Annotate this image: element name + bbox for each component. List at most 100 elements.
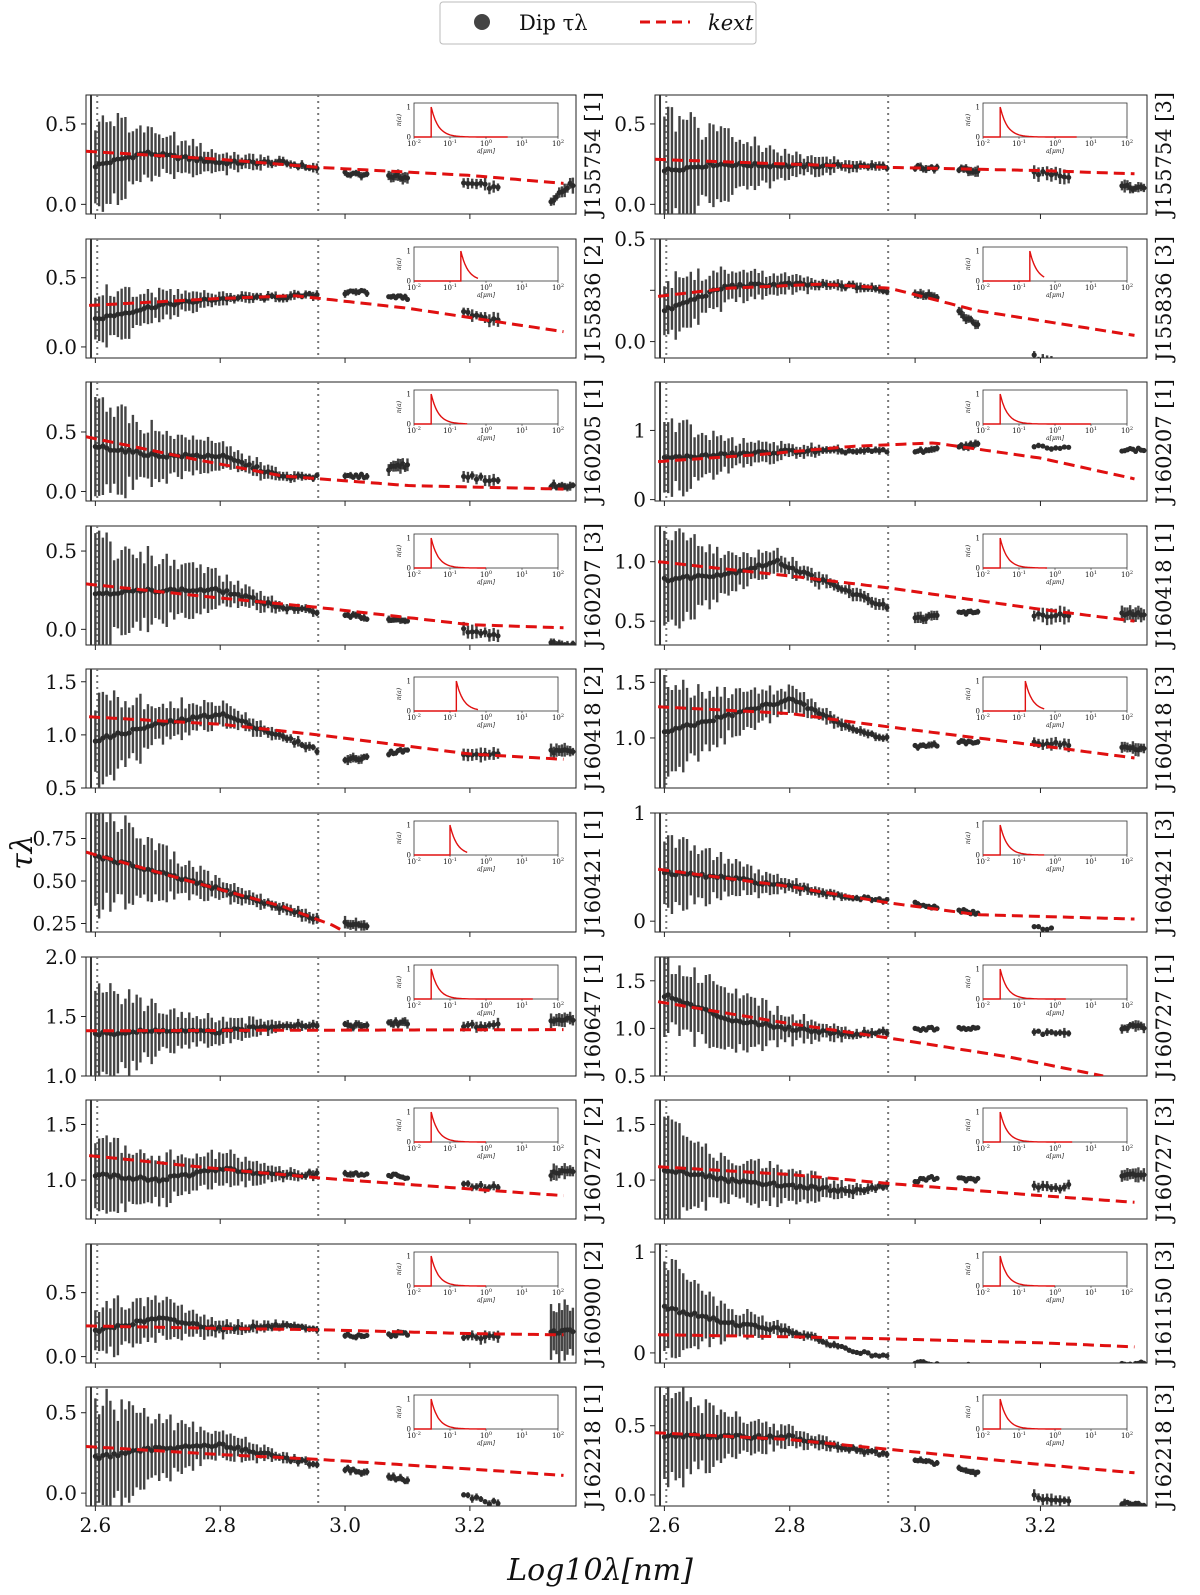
inset-x-tick-exponent: 1 [1094,1001,1097,1007]
data-point [254,726,260,732]
data-point [957,1362,961,1363]
inset-x-tick-exponent: -1 [1021,426,1026,432]
data-point [404,747,411,753]
data-point [126,447,132,453]
data-point [688,722,694,729]
panel-title: J162218 [1] [581,1384,605,1511]
inset-x-label: a[μm] [1046,579,1065,586]
y-tick-label: 0.5 [45,1401,77,1425]
y-tick-label: 0.5 [614,1064,646,1088]
data-point [691,1310,698,1316]
y-tick-label: 1 [633,801,646,825]
data-point [491,316,497,322]
data-point [1044,1029,1050,1035]
inset-x-tick-exponent: 2 [561,1288,564,1294]
data-point [1044,926,1050,932]
panel-plot-area [86,95,576,214]
data-point [1053,1364,1058,1369]
inset-x-tick-exponent: 1 [1094,139,1097,145]
data-point [1035,442,1042,449]
data-point [465,180,471,187]
inset-x-tick-label: 102 [552,1288,564,1297]
panel-title: J161150 [3] [1152,1241,1176,1368]
inset-x-tick-exponent: 2 [561,570,564,576]
legend-label-kext: kext [708,11,754,35]
inset-x-label: a[μm] [477,435,496,442]
data-point [235,1444,241,1450]
inset-x-tick-exponent: 2 [561,857,564,863]
data-point [473,1494,480,1500]
data-point [461,473,467,480]
inset-x-tick-label: 102 [1121,1001,1133,1010]
data-point [699,718,705,725]
data-point [1048,1497,1055,1503]
panel-plot-area [658,669,1147,788]
inset-frame [982,102,1128,138]
y-tick-label: 0.5 [45,266,77,290]
y-tick-label: 0 [633,909,646,933]
inset-x-tick-label: 10-1 [1012,426,1026,435]
data-point [280,1322,286,1328]
data-point [469,180,475,187]
data-point [1049,1364,1054,1369]
data-point [231,1025,237,1032]
data-point [975,609,981,615]
data-point [1048,925,1055,931]
inset-x-label: a[μm] [477,1010,496,1017]
data-point [134,1318,140,1324]
inset-y-label: n(a) [396,113,403,126]
data-point [759,1182,766,1188]
inset-y-label: n(a) [396,1405,403,1418]
inset-frame [413,1251,559,1287]
inset-x-tick-exponent: 1 [525,713,528,719]
y-tick-label: 1.0 [45,1064,77,1088]
data-point [96,161,102,167]
y-tick-label: 1.5 [614,1112,646,1136]
panel-plot-area [86,382,576,501]
data-point [1053,445,1059,451]
data-point [661,454,668,460]
data-point [1031,1492,1037,1498]
y-tick-label: 1.0 [45,1168,77,1192]
data-point [872,1186,879,1192]
inset-x-tick-label: 101 [516,857,528,866]
data-point [673,575,679,581]
data-point [880,601,886,607]
y-tick-label: 0.0 [614,330,646,354]
data-point [884,1353,890,1359]
inset-y-tick-label: 0 [407,1283,411,1291]
inset-x-label: a[μm] [477,579,496,586]
data-point [197,155,204,162]
data-point [164,152,170,158]
data-point [778,561,784,567]
inset-x-tick-exponent: -1 [1021,139,1026,145]
data-point [570,482,576,488]
data-point [291,1023,298,1029]
inset-y-tick-label: 0 [976,565,980,573]
inset-x-tick-label: 100 [1049,1431,1061,1440]
data-point [175,1444,181,1450]
panel-plot-area [86,813,370,932]
data-point [963,1364,968,1369]
data-point [100,316,106,322]
data-point [934,1361,940,1363]
inset-y-tick-label: 1 [407,822,411,830]
y-tick-label: 0.0 [45,335,77,359]
data-point [107,447,113,453]
inset-x-label: a[μm] [1046,1153,1065,1160]
data-point [756,448,762,455]
kext-model-line [86,435,564,491]
data-point [404,296,411,303]
inset-x-label: a[μm] [477,722,496,729]
inset-curve [983,680,1045,712]
data-point [1141,1025,1147,1031]
y-tick-label: 1.0 [614,726,646,750]
inset-x-tick-label: 10-2 [976,857,990,866]
inset-y-label: n(a) [396,257,403,270]
data-point [295,606,301,612]
inset-x-tick-label: 100 [480,1288,492,1297]
